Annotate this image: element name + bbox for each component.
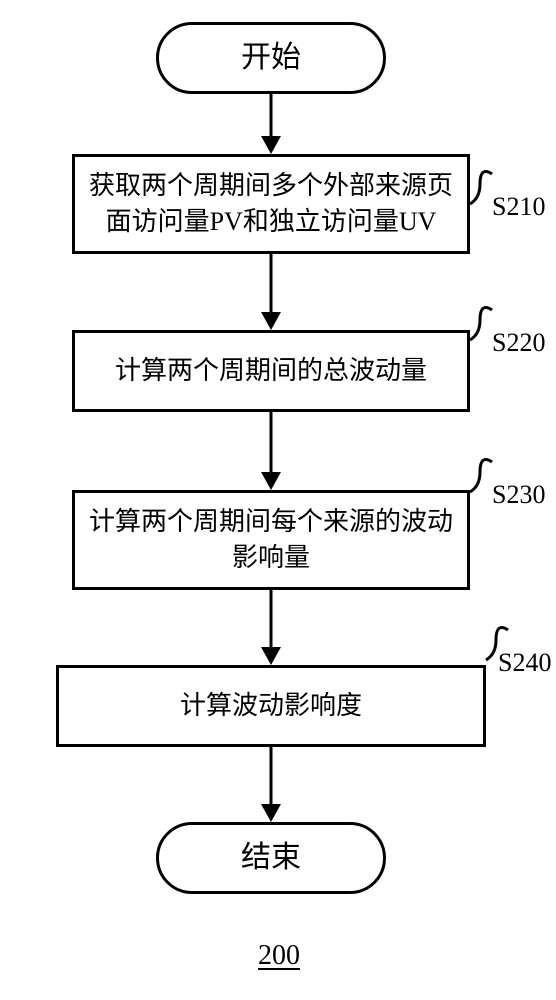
end-text: 结束 [241,837,301,879]
process-s220: 计算两个周期间的总波动量 [72,330,470,412]
figure-number: 200 [258,940,300,972]
s230-text: 计算两个周期间每个来源的波动影响量 [87,504,455,577]
process-s240: 计算波动影响度 [56,665,486,747]
end-node: 结束 [156,822,386,894]
label-s210: S210 [492,192,545,222]
label-s230: S230 [492,480,545,510]
s240-text: 计算波动影响度 [180,688,362,724]
process-s230: 计算两个周期间每个来源的波动影响量 [72,490,470,590]
process-s210: 获取两个周期间多个外部来源页面访问量PV和独立访问量UV [72,154,470,254]
label-s240: S240 [498,648,551,678]
label-s220: S220 [492,328,545,358]
s220-text: 计算两个周期间的总波动量 [115,353,427,389]
flowchart-container: 开始 获取两个周期间多个外部来源页面访问量PV和独立访问量UV S210 计算两… [0,0,556,1000]
start-node: 开始 [156,22,386,94]
s210-text: 获取两个周期间多个外部来源页面访问量PV和独立访问量UV [87,168,455,241]
start-text: 开始 [241,37,301,79]
